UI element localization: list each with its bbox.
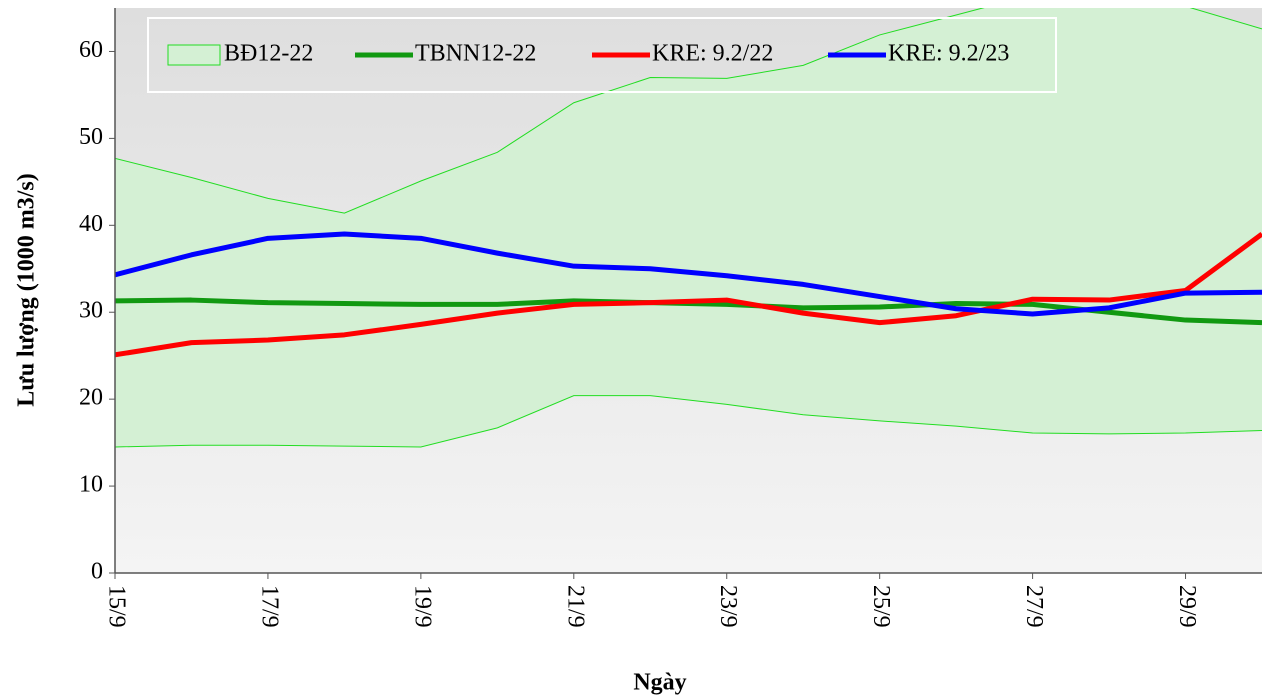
series-line [115, 231, 1262, 317]
y-tick-label: 40 [79, 211, 103, 237]
x-axis-title: Ngày [633, 670, 686, 696]
x-tick-label: 15/9 [103, 585, 129, 628]
x-tick-label: 27/9 [1021, 585, 1047, 628]
y-axis-title: Lưu lượng (1000 m3/s) [14, 173, 40, 406]
y-tick-label: 20 [79, 385, 103, 411]
y-tick-label: 30 [79, 298, 103, 324]
band-fill [115, 8, 1262, 447]
x-tick-label: 21/9 [562, 585, 588, 628]
x-tick-label: 23/9 [715, 585, 741, 628]
x-tick-label: 19/9 [409, 585, 435, 628]
series-line [115, 231, 1262, 358]
legend-label: KRE: 9.2/22 [652, 41, 773, 67]
legend-box [147, 17, 1057, 93]
legend-swatch [167, 44, 221, 66]
x-tick-label: 29/9 [1174, 585, 1200, 628]
y-tick-label: 10 [79, 472, 103, 498]
band-edge [115, 8, 1262, 214]
band-edge [115, 395, 1262, 448]
legend-label: TBNN12-22 [415, 41, 536, 67]
legend-label: BĐ12-22 [224, 41, 313, 67]
x-tick-label: 25/9 [868, 585, 894, 628]
y-tick-label: 60 [79, 37, 103, 63]
y-tick-label: 50 [79, 124, 103, 150]
x-tick-label: 17/9 [256, 585, 282, 628]
y-tick-label: 0 [91, 559, 103, 585]
legend-label: KRE: 9.2/23 [888, 41, 1009, 67]
